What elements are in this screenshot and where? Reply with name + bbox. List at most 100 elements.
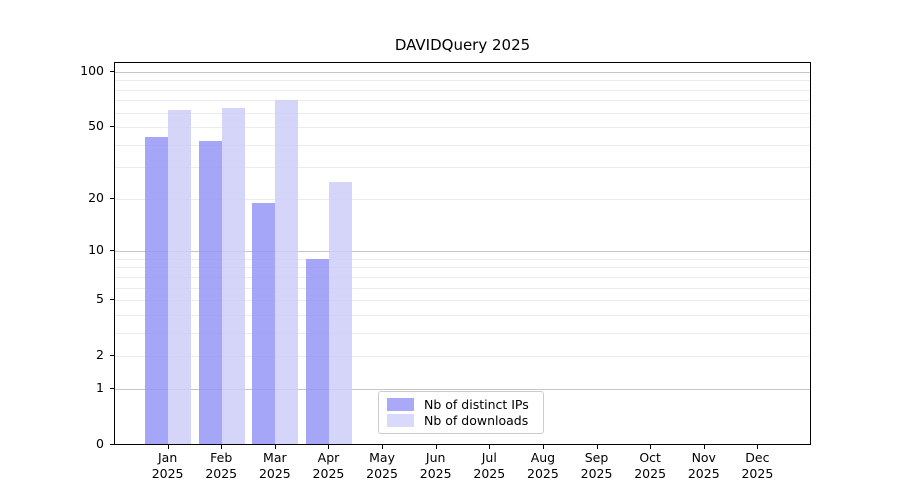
bar-distinct-ips	[306, 258, 329, 444]
y-tick-label: 0	[96, 436, 104, 451]
x-tick-mark	[489, 445, 490, 449]
x-tick-mark	[704, 445, 705, 449]
x-tick-mark	[168, 445, 169, 449]
x-tick-mark	[275, 445, 276, 449]
x-tick-label: Dec 2025	[729, 450, 785, 481]
x-tick-label: Jan 2025	[140, 450, 196, 481]
x-tick-label: Mar 2025	[247, 450, 303, 481]
y-tick-label: 20	[88, 189, 104, 205]
x-tick-label: Nov 2025	[676, 450, 732, 481]
x-tick-year: 2025	[205, 465, 238, 481]
y-tick-mark	[110, 355, 114, 356]
x-tick-year: 2025	[366, 465, 398, 481]
y-tick-mark	[110, 250, 114, 251]
minor-gridline	[115, 267, 810, 269]
minor-gridline	[115, 198, 810, 200]
minor-gridline	[115, 144, 810, 146]
x-tick-month: Jun	[425, 450, 446, 465]
bar-downloads	[329, 181, 352, 444]
major-gridline	[115, 251, 810, 253]
bar-distinct-ips	[199, 140, 222, 444]
minor-gridline	[115, 300, 810, 302]
chart-title: DAVIDQuery 2025	[394, 36, 531, 54]
y-tick-mark	[110, 126, 114, 127]
y-tick-label: 50	[88, 118, 104, 134]
x-tick-label: Apr 2025	[300, 450, 356, 481]
x-tick-month: Jul	[481, 450, 497, 465]
major-gridline	[115, 71, 810, 73]
x-tick-year: 2025	[473, 465, 506, 481]
x-tick-mark	[328, 445, 329, 449]
minor-gridline	[115, 332, 810, 334]
bar-downloads	[275, 100, 298, 444]
x-tick-label: Aug 2025	[515, 450, 571, 481]
x-tick-mark	[650, 445, 651, 449]
x-tick-mark	[436, 445, 437, 449]
x-tick-mark	[597, 445, 598, 449]
x-tick-year: 2025	[258, 465, 291, 481]
bar-downloads	[168, 110, 191, 444]
x-tick-month: Nov	[691, 450, 716, 465]
x-tick-month: Feb	[210, 450, 233, 465]
y-tick-mark	[110, 71, 114, 72]
x-tick-year: 2025	[634, 465, 667, 481]
x-tick-month: Mar	[263, 450, 287, 465]
x-tick-year: 2025	[151, 465, 184, 481]
x-tick-year: 2025	[580, 465, 613, 481]
bar-downloads	[222, 107, 245, 444]
x-tick-month: Sep	[584, 450, 609, 465]
x-tick-mark	[757, 445, 758, 449]
y-tick-mark	[110, 388, 114, 389]
y-tick-mark	[110, 444, 114, 445]
minor-gridline	[115, 276, 810, 278]
minor-gridline	[115, 100, 810, 102]
x-tick-month: Dec	[745, 450, 770, 465]
x-tick-mark	[543, 445, 544, 449]
plot-area	[114, 62, 811, 445]
y-tick-label: 1	[96, 379, 104, 395]
major-gridline	[115, 388, 810, 390]
y-tick-label: 5	[96, 291, 104, 307]
x-tick-month: Aug	[530, 450, 556, 465]
y-tick-label: 10	[88, 242, 104, 258]
bar-distinct-ips	[252, 202, 275, 444]
y-tick-mark	[110, 299, 114, 300]
x-tick-month: Oct	[639, 450, 661, 465]
x-tick-mark	[382, 445, 383, 449]
y-tick-label: 2	[96, 347, 104, 363]
minor-gridline	[115, 80, 810, 82]
minor-gridline	[115, 127, 810, 129]
legend-swatch	[387, 414, 414, 428]
x-tick-label: Jul 2025	[461, 450, 517, 481]
legend-item: Nb of downloads	[387, 413, 535, 428]
x-tick-month: May	[369, 450, 395, 465]
y-tick-mark	[110, 198, 114, 199]
x-tick-year: 2025	[741, 465, 774, 481]
legend-label: Nb of downloads	[424, 413, 529, 429]
x-tick-mark	[221, 445, 222, 449]
minor-gridline	[115, 112, 810, 114]
minor-gridline	[115, 167, 810, 169]
x-tick-label: Feb 2025	[193, 450, 249, 481]
x-tick-label: Oct 2025	[622, 450, 678, 481]
legend: Nb of distinct IPs Nb of downloads	[378, 391, 544, 434]
minor-gridline	[115, 314, 810, 316]
legend-label: Nb of distinct IPs	[424, 396, 529, 412]
y-tick-label: 100	[80, 62, 104, 78]
x-tick-month: Apr	[317, 450, 340, 465]
minor-gridline	[115, 287, 810, 289]
x-tick-year: 2025	[527, 465, 559, 481]
bar-distinct-ips	[145, 137, 168, 444]
minor-gridline	[115, 89, 810, 91]
minor-gridline	[115, 356, 810, 358]
x-tick-label: May 2025	[354, 450, 410, 481]
x-tick-label: Sep 2025	[569, 450, 625, 481]
minor-gridline	[115, 258, 810, 260]
x-tick-label: Jun 2025	[408, 450, 464, 481]
legend-swatch	[387, 397, 414, 411]
legend-item: Nb of distinct IPs	[387, 397, 535, 412]
x-tick-year: 2025	[687, 465, 720, 481]
x-tick-month: Jan	[157, 450, 178, 465]
x-tick-year: 2025	[312, 465, 345, 481]
